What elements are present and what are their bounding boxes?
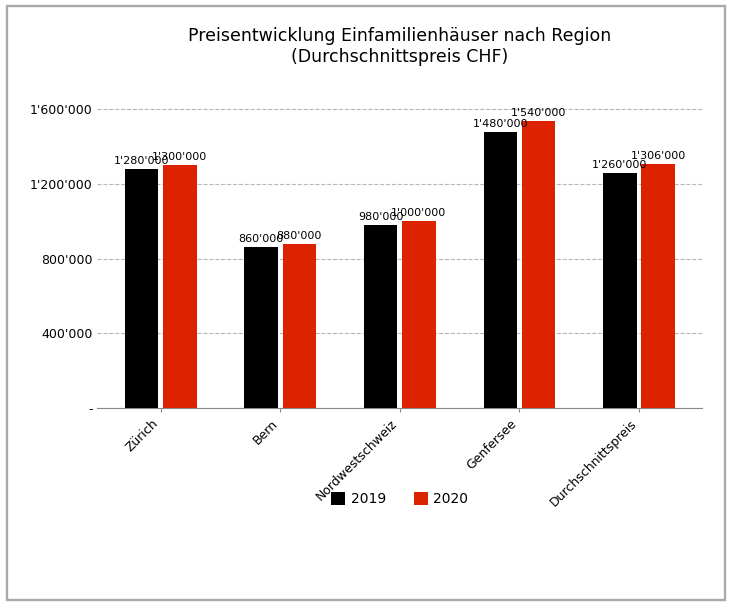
Bar <box>641 164 675 408</box>
Bar <box>163 165 196 408</box>
Title: Preisentwicklung Einfamilienhäuser nach Region
(Durchschnittspreis CHF): Preisentwicklung Einfamilienhäuser nach … <box>188 27 611 66</box>
Bar <box>283 244 316 408</box>
Text: 880'000: 880'000 <box>277 231 322 241</box>
Text: 1'280'000: 1'280'000 <box>113 156 169 166</box>
Text: 1'260'000: 1'260'000 <box>592 160 648 170</box>
Bar <box>364 225 397 408</box>
Text: 860'000: 860'000 <box>239 235 284 244</box>
Bar <box>124 169 158 408</box>
Bar <box>603 173 637 408</box>
Legend: 2019, 2020: 2019, 2020 <box>326 487 474 511</box>
Text: 1'540'000: 1'540'000 <box>511 107 567 118</box>
Bar <box>522 121 556 408</box>
Bar <box>484 132 517 408</box>
Text: 1'306'000: 1'306'000 <box>630 152 686 161</box>
Text: 1'000'000: 1'000'000 <box>392 208 447 218</box>
Text: 980'000: 980'000 <box>358 212 403 222</box>
Text: 1'480'000: 1'480'000 <box>473 119 528 128</box>
Bar <box>402 221 436 408</box>
Text: 1'300'000: 1'300'000 <box>152 152 207 162</box>
Bar <box>244 247 278 408</box>
